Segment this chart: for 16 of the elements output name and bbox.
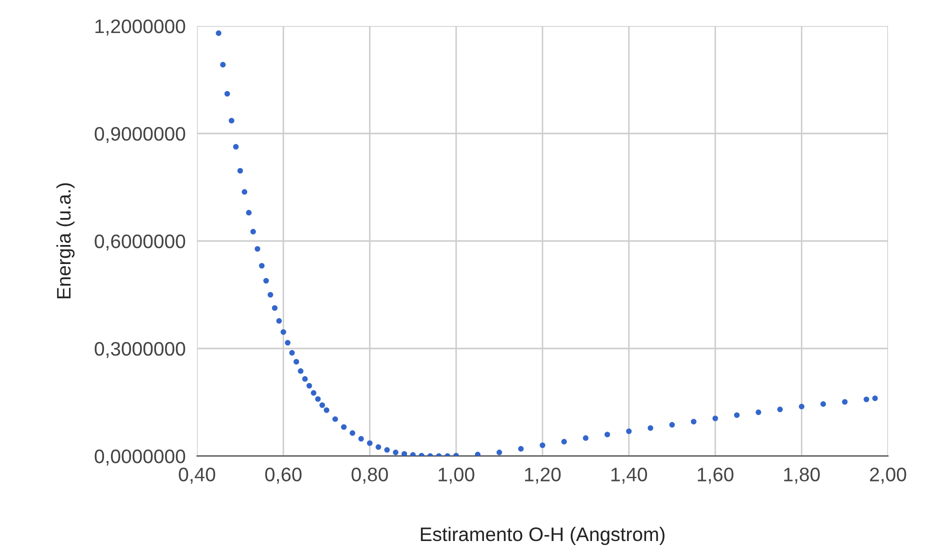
- x-tick-label: 1,40: [611, 468, 648, 484]
- x-axis-title: Estiramento O-H (Angstrom): [420, 526, 664, 546]
- y-axis-title: Energia (u.a.): [56, 183, 75, 298]
- y-tick-label: 0,3000000: [94, 342, 186, 358]
- y-tick-label: 0,6000000: [94, 234, 186, 251]
- x-tick-label: 1,20: [525, 468, 561, 484]
- x-tick-label: 1,00: [438, 468, 474, 484]
- x-tick-label: 1,60: [698, 468, 734, 484]
- y-tick-label: 1,2000000: [95, 19, 186, 36]
- x-tick-label: 0,60: [265, 468, 302, 484]
- x-tick-label: 0,40: [178, 468, 216, 484]
- y-tick-label: 0,9000000: [94, 126, 186, 144]
- x-tick-label: 1,80: [784, 468, 820, 484]
- x-tick-label: 2,00: [870, 468, 906, 484]
- y-tick-label: 0,0000000: [94, 449, 186, 466]
- x-tick-label: 0,80: [352, 468, 388, 484]
